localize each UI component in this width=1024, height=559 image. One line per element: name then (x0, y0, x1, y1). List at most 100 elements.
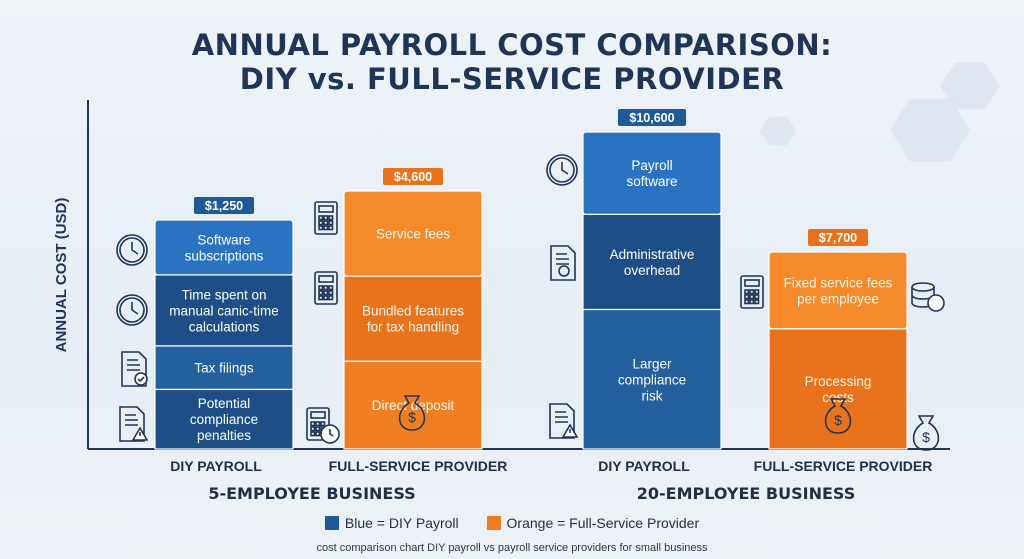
total-label: $1,250 (205, 199, 243, 213)
segment-label: compliance (618, 372, 686, 387)
total-label: $7,700 (819, 231, 857, 245)
calc-key (744, 289, 750, 295)
segment-label: Fixed service fees (784, 275, 893, 290)
category-label: FULL-SERVICE PROVIDER (754, 458, 933, 474)
doc-lines (555, 411, 568, 423)
segment-label: compliance (190, 412, 258, 427)
clock-inner (549, 157, 575, 183)
calc-key (315, 426, 321, 432)
doc-outline (550, 245, 576, 281)
doc-seal (558, 265, 570, 277)
calc-key (310, 421, 316, 427)
document-seal-icon (550, 245, 576, 281)
calc-key (320, 421, 326, 427)
segment-label: overhead (624, 263, 680, 278)
clock-hands (131, 302, 139, 315)
bag-dollar: $ (408, 409, 416, 425)
calculator-icon (740, 275, 764, 309)
segment-label: Potential (198, 396, 251, 411)
calc-clock-hands (329, 429, 334, 437)
calc-key (754, 289, 760, 295)
bar-segment (343, 275, 483, 362)
chart-legend: Blue = DIY Payroll Orange = Full-Service… (0, 515, 1024, 533)
legend-label-provider: Orange = Full-Service Provider (506, 515, 700, 531)
doc-check (137, 376, 145, 383)
calc-key (318, 215, 324, 221)
clock-face (546, 154, 578, 186)
calc-key (754, 299, 760, 305)
total-badge (618, 109, 686, 126)
decor-hex (940, 62, 1000, 110)
document-warning-icon (119, 406, 149, 442)
clock-inner (119, 297, 145, 323)
calc-key (328, 290, 334, 296)
document-warning-icon (549, 403, 579, 439)
calc-key (323, 225, 329, 231)
calc-key (315, 431, 321, 437)
calculator-icon (314, 271, 338, 305)
money-bag-icon: $ (824, 398, 852, 434)
bag-outline (398, 395, 426, 431)
calc-screen (318, 275, 334, 283)
doc-lines (125, 414, 138, 426)
calc-key (328, 295, 334, 301)
coins-icon (911, 282, 945, 312)
doc-outline (119, 406, 145, 442)
calc-screen (310, 411, 326, 419)
segment-label: Software (197, 232, 250, 247)
legend-item-provider: Orange = Full-Service Provider (486, 515, 700, 531)
calc-screen (744, 279, 760, 287)
bag-outline (912, 415, 940, 451)
calc-body (314, 271, 338, 305)
calculator-clock-icon (306, 407, 340, 444)
total-badge (194, 197, 254, 214)
clock-hands (561, 162, 569, 175)
legend-swatch-diy (324, 516, 339, 530)
group-label: 5-EMPLOYEE BUSINESS (208, 484, 415, 503)
calc-key (310, 426, 316, 432)
money-bag-icon: $ (398, 395, 426, 431)
bag-outline (824, 398, 852, 434)
calc-key (318, 290, 324, 296)
category-label: FULL-SERVICE PROVIDER (329, 458, 508, 474)
doc-lines (127, 359, 140, 371)
segment-label: Larger (632, 356, 672, 371)
legend-swatch-provider (486, 516, 501, 530)
total-label: $4,600 (394, 170, 432, 184)
bar-segment (582, 213, 722, 311)
calc-body (314, 201, 338, 235)
calc-key (744, 299, 750, 305)
segment-label: Payroll (631, 158, 672, 173)
y-axis-label: ANNUAL COST (USD) (53, 198, 70, 353)
calc-key (323, 295, 329, 301)
chart-title-line2: DIY vs. FULL-SERVICE PROVIDER (239, 62, 785, 96)
clock-face (116, 234, 148, 266)
calc-key (754, 294, 760, 300)
clock-face (116, 294, 148, 326)
segment-label: manual canic-time (169, 303, 279, 318)
calc-key (749, 299, 755, 305)
doc-outline (549, 403, 575, 439)
calc-body (740, 275, 764, 309)
bar-segment (343, 360, 483, 450)
money-bag-icon: $ (912, 415, 940, 451)
doc-outline (121, 351, 147, 387)
calc-key (328, 225, 334, 231)
segment-label: Tax filings (194, 361, 254, 376)
chart-title-line1: ANNUAL PAYROLL COST COMPARISON: (191, 28, 833, 62)
segment-label: penalties (197, 428, 251, 443)
total-badge (383, 168, 443, 185)
legend-item-diy: Blue = DIY Payroll (324, 515, 459, 531)
clock-icon (546, 154, 578, 186)
clock-icon (116, 294, 148, 326)
segment-label: Service fees (376, 227, 451, 242)
segment-label: subscriptions (185, 248, 264, 263)
segment-label: for tax handling (367, 320, 459, 335)
segment-label: Time spent on (181, 287, 266, 302)
calc-key (328, 215, 334, 221)
total-badge (808, 229, 868, 246)
clock-inner (119, 237, 145, 263)
bar-segment (582, 308, 722, 450)
bar-segment (154, 274, 294, 347)
